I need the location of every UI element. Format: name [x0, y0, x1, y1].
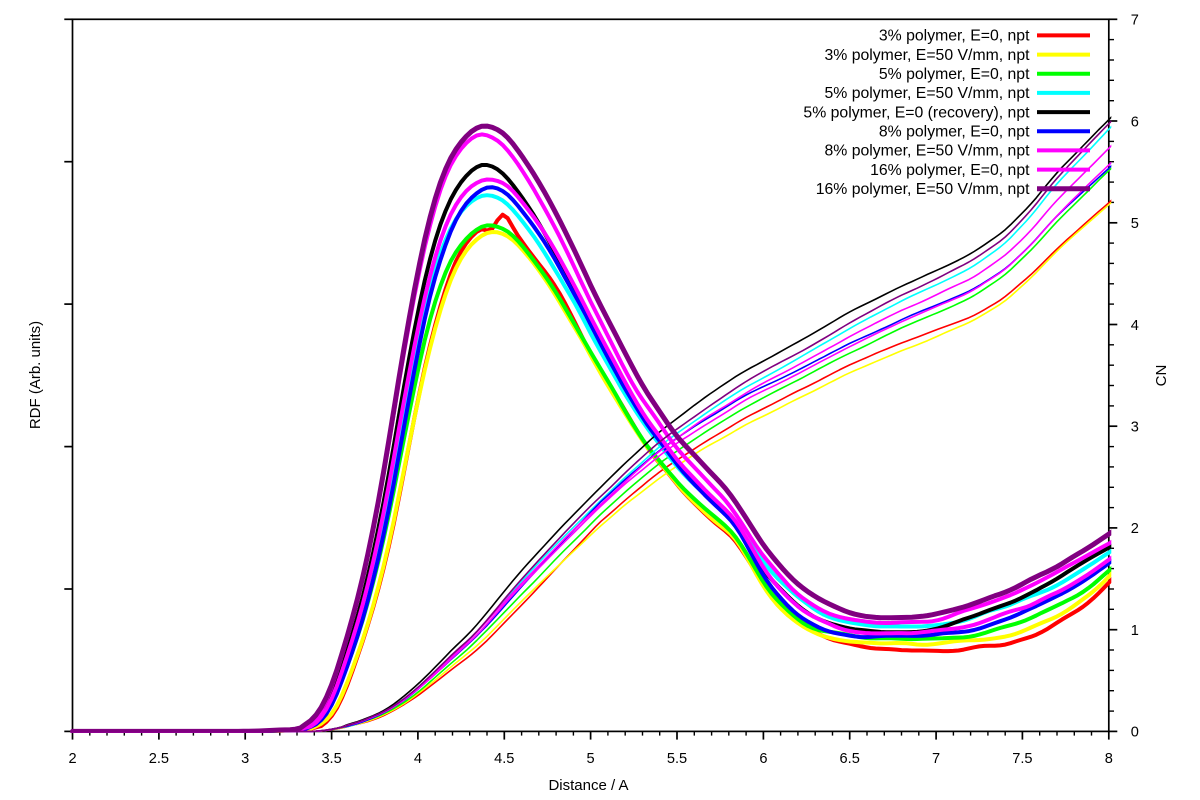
svg-text:2.5: 2.5: [149, 751, 169, 767]
svg-text:8% polymer, E=50 V/mm, npt: 8% polymer, E=50 V/mm, npt: [824, 143, 1030, 160]
svg-text:7.5: 7.5: [1012, 751, 1032, 767]
svg-text:5.5: 5.5: [667, 751, 687, 767]
svg-text:CN: CN: [1153, 365, 1170, 387]
svg-text:6: 6: [759, 751, 767, 767]
svg-text:5% polymer, E=50 V/mm, npt: 5% polymer, E=50 V/mm, npt: [824, 85, 1030, 102]
svg-text:16% polymer, E=0, npt: 16% polymer, E=0, npt: [870, 162, 1030, 179]
svg-text:1: 1: [1131, 623, 1139, 639]
svg-text:4.5: 4.5: [494, 751, 514, 767]
svg-text:5: 5: [1131, 216, 1139, 232]
svg-text:3% polymer, E=50 V/mm, npt: 3% polymer, E=50 V/mm, npt: [824, 47, 1030, 64]
svg-text:5% polymer, E=0, npt: 5% polymer, E=0, npt: [879, 66, 1030, 83]
svg-text:6: 6: [1131, 114, 1139, 130]
svg-text:7: 7: [1131, 13, 1139, 29]
svg-text:2: 2: [1131, 521, 1139, 537]
svg-text:3: 3: [1131, 420, 1139, 436]
svg-text:2: 2: [68, 751, 76, 767]
svg-text:8: 8: [1105, 751, 1113, 767]
svg-text:3% polymer, E=0, npt: 3% polymer, E=0, npt: [879, 28, 1030, 45]
svg-text:RDF (Arb. units): RDF (Arb. units): [27, 321, 44, 429]
svg-text:4: 4: [1131, 318, 1139, 334]
svg-text:8% polymer, E=0, npt: 8% polymer, E=0, npt: [879, 124, 1030, 141]
svg-text:5% polymer, E=0 (recovery), np: 5% polymer, E=0 (recovery), npt: [803, 104, 1030, 121]
svg-text:5: 5: [587, 751, 595, 767]
svg-text:7: 7: [932, 751, 940, 767]
svg-text:3.5: 3.5: [321, 751, 341, 767]
svg-text:16% polymer, E=50 V/mm, npt: 16% polymer, E=50 V/mm, npt: [816, 181, 1030, 198]
svg-text:0: 0: [1131, 725, 1139, 741]
svg-text:3: 3: [241, 751, 249, 767]
svg-text:Distance / A: Distance / A: [548, 777, 628, 794]
svg-text:6.5: 6.5: [840, 751, 860, 767]
svg-text:4: 4: [414, 751, 422, 767]
